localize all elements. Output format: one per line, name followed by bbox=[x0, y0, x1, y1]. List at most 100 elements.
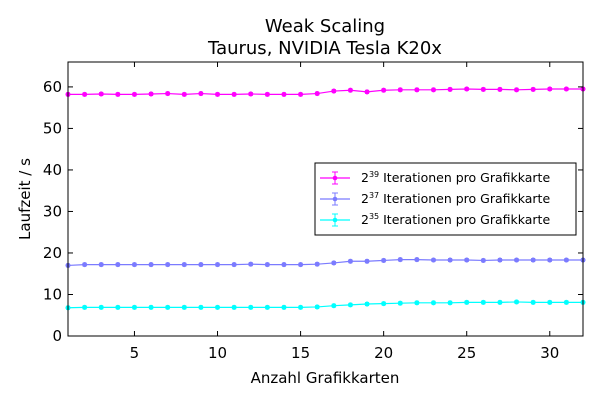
data-point bbox=[563, 257, 569, 263]
data-point bbox=[547, 86, 553, 92]
y-tick-label: 50 bbox=[43, 119, 62, 137]
data-point bbox=[530, 86, 536, 92]
data-point bbox=[82, 262, 88, 268]
data-point bbox=[563, 299, 569, 305]
data-point bbox=[480, 86, 486, 92]
data-point bbox=[381, 301, 387, 307]
y-tick-label: 10 bbox=[43, 285, 62, 303]
data-point bbox=[214, 262, 221, 268]
legend-label: 239 Iterationen pro Grafikkarte bbox=[361, 170, 550, 185]
data-point bbox=[347, 302, 353, 308]
series-layer bbox=[65, 86, 586, 311]
data-point bbox=[430, 300, 437, 306]
series-line bbox=[67, 301, 583, 309]
legend-marker bbox=[332, 196, 338, 202]
data-point bbox=[430, 257, 437, 263]
data-point bbox=[347, 87, 353, 93]
y-tick-label: 40 bbox=[43, 161, 62, 179]
data-point bbox=[214, 91, 221, 97]
y-tick-label: 60 bbox=[43, 78, 62, 96]
data-point bbox=[82, 91, 88, 97]
data-point bbox=[563, 86, 569, 92]
y-tick-label: 20 bbox=[43, 244, 62, 262]
legend: 239 Iterationen pro Grafikkarte 237 Itera… bbox=[314, 162, 577, 236]
data-point bbox=[397, 87, 403, 93]
data-point bbox=[513, 257, 520, 263]
data-point bbox=[331, 88, 337, 94]
data-point bbox=[497, 299, 503, 305]
data-point bbox=[165, 262, 171, 268]
data-point bbox=[115, 91, 121, 97]
data-point bbox=[281, 91, 287, 97]
series-37 bbox=[65, 257, 586, 268]
data-point bbox=[480, 299, 486, 305]
data-point bbox=[530, 257, 536, 263]
data-point bbox=[264, 262, 270, 268]
data-point bbox=[248, 261, 254, 267]
data-point bbox=[231, 262, 237, 268]
legend-box bbox=[314, 162, 577, 236]
data-point bbox=[165, 91, 171, 97]
legend-item: 235 Iterationen pro Grafikkarte bbox=[320, 212, 550, 227]
data-point bbox=[331, 303, 337, 309]
data-point bbox=[264, 91, 270, 97]
data-point bbox=[364, 301, 370, 307]
data-point bbox=[464, 257, 470, 263]
legend-label: 237 Iterationen pro Grafikkarte bbox=[361, 191, 550, 206]
data-point bbox=[364, 89, 370, 95]
data-point bbox=[131, 91, 138, 97]
data-point bbox=[397, 300, 403, 306]
data-point bbox=[414, 257, 420, 263]
data-point bbox=[148, 304, 154, 310]
data-point bbox=[497, 257, 503, 263]
data-point bbox=[447, 300, 453, 306]
series-39 bbox=[65, 86, 586, 97]
data-point bbox=[198, 304, 204, 310]
data-point bbox=[347, 258, 353, 264]
legend-marker bbox=[332, 217, 338, 223]
x-tick-label: 5 bbox=[130, 344, 140, 362]
data-point bbox=[82, 304, 88, 310]
data-point bbox=[198, 91, 204, 97]
y-tick-label: 30 bbox=[43, 202, 62, 220]
data-point bbox=[530, 299, 536, 305]
data-point bbox=[381, 257, 387, 263]
data-point bbox=[231, 304, 237, 310]
data-point bbox=[115, 304, 121, 310]
data-point bbox=[98, 304, 104, 310]
data-point bbox=[298, 262, 304, 268]
data-point bbox=[115, 262, 121, 268]
legend-item: 239 Iterationen pro Grafikkarte bbox=[320, 170, 550, 185]
data-point bbox=[447, 257, 453, 263]
data-point bbox=[131, 262, 138, 268]
data-point bbox=[464, 86, 470, 92]
data-point bbox=[547, 257, 553, 263]
data-point bbox=[264, 304, 270, 310]
x-tick-label: 15 bbox=[291, 344, 310, 362]
data-point bbox=[165, 304, 171, 310]
data-point bbox=[414, 300, 420, 306]
data-point bbox=[364, 258, 370, 264]
data-point bbox=[281, 262, 287, 268]
data-point bbox=[547, 299, 553, 305]
data-point bbox=[248, 304, 254, 310]
data-point bbox=[148, 91, 154, 97]
data-point bbox=[480, 257, 486, 263]
x-axis-label: Anzahl Grafikkarten bbox=[251, 369, 400, 387]
chart-title: Weak Scaling bbox=[265, 16, 385, 37]
data-point bbox=[298, 304, 304, 310]
data-point bbox=[148, 262, 154, 268]
data-point bbox=[447, 86, 453, 92]
data-point bbox=[231, 91, 237, 97]
data-point bbox=[314, 304, 320, 310]
data-point bbox=[298, 91, 304, 97]
ticks-layer: 5 10 15 20 25 30 0 10 20 30 40 50 60 bbox=[43, 62, 583, 362]
data-point bbox=[430, 87, 437, 93]
data-point bbox=[331, 260, 337, 266]
x-tick-label: 25 bbox=[457, 344, 476, 362]
data-point bbox=[513, 87, 520, 93]
data-point bbox=[198, 262, 204, 268]
data-point bbox=[181, 304, 187, 310]
data-point bbox=[214, 304, 221, 310]
